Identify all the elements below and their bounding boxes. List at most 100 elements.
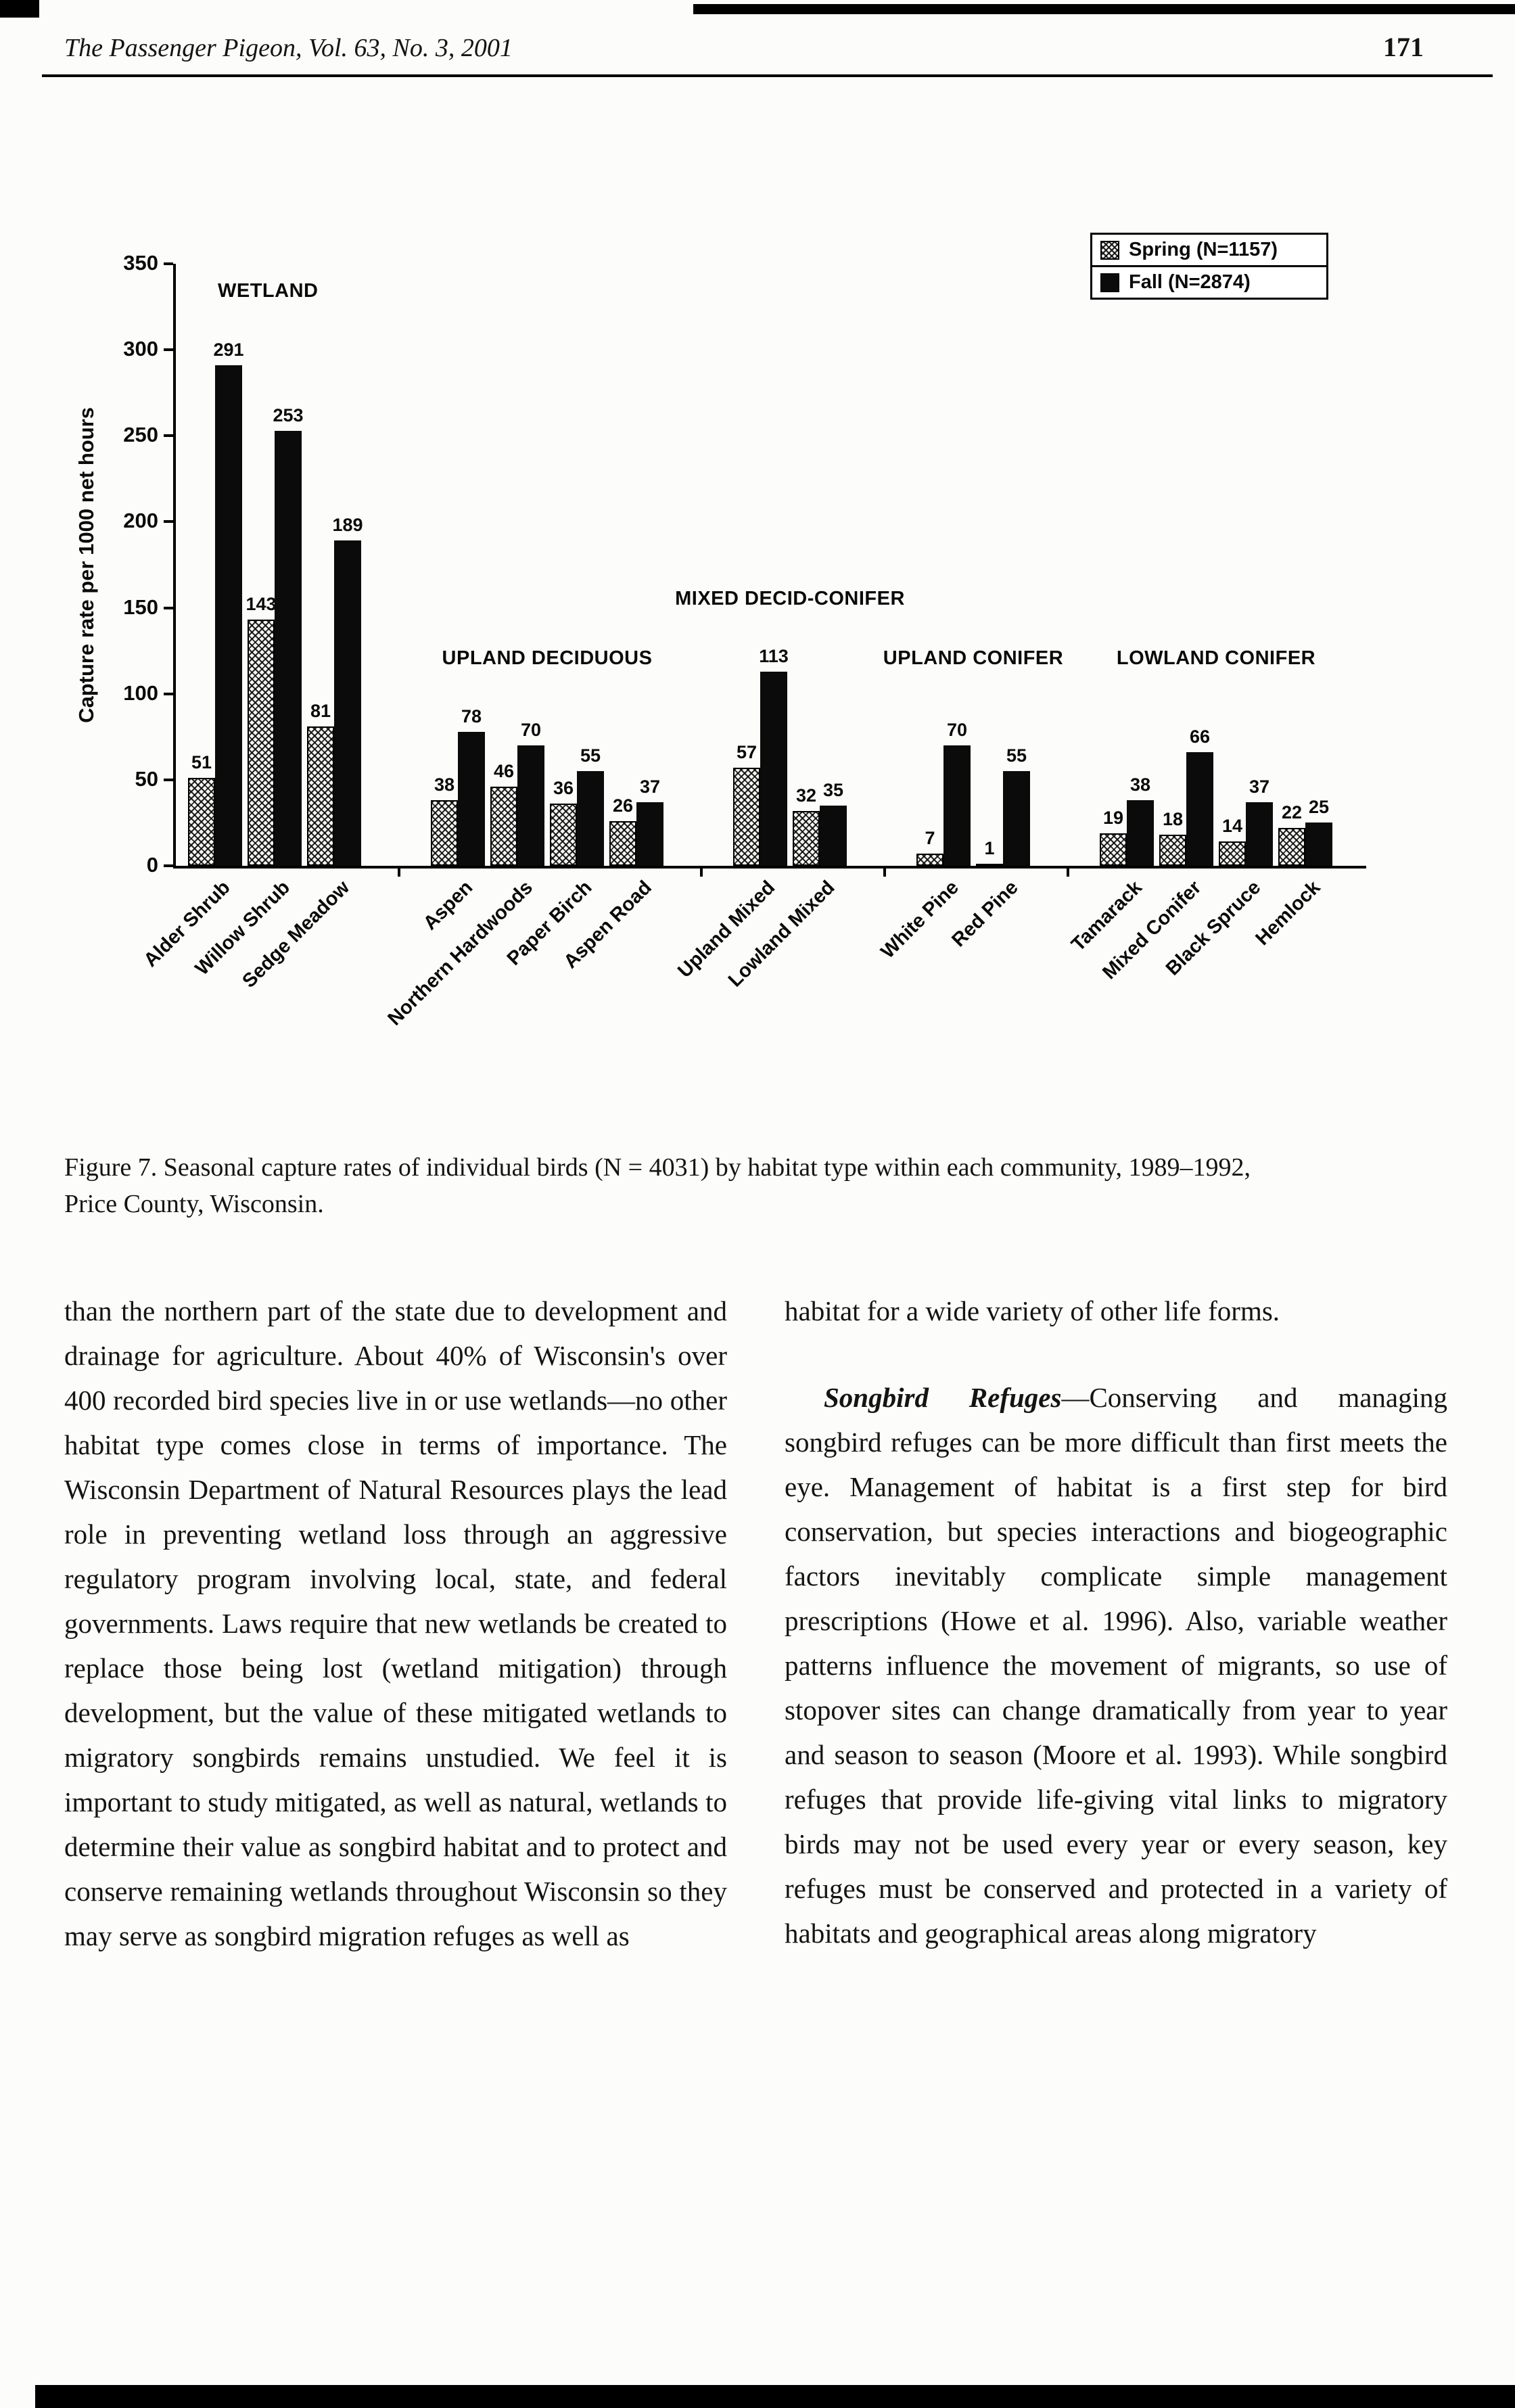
right-column: habitat for a wide variety of other life… <box>785 1289 1447 1958</box>
journal-title: The Passenger Pigeon, Vol. 63, No. 3, 20… <box>64 34 513 62</box>
bar-fall <box>215 365 242 866</box>
legend-swatch-fall <box>1100 273 1119 292</box>
bar-value-label: 22 <box>1281 802 1303 823</box>
bar-fall <box>1003 771 1030 866</box>
bar-value-label: 38 <box>434 774 455 795</box>
bar-value-label: 291 <box>213 340 244 361</box>
bar-fall <box>1127 800 1154 866</box>
bar-spring <box>1100 833 1127 866</box>
bar-spring <box>1159 835 1186 866</box>
x-axis-group-tick <box>883 869 886 877</box>
bar-spring <box>976 864 1003 867</box>
bar-fall <box>1186 752 1213 866</box>
y-tick-label: 50 <box>135 766 158 791</box>
bar-value-label: 78 <box>461 705 482 726</box>
bar-value-label: 81 <box>310 701 331 722</box>
legend-label: Spring (N=1157) <box>1129 239 1278 260</box>
bar-value-label: 113 <box>759 645 789 666</box>
bar-spring <box>188 778 215 866</box>
legend-item: Fall (N=2874) <box>1090 265 1328 300</box>
left-column: than the northern part of the state due … <box>64 1289 727 1958</box>
bar-fall <box>577 771 604 866</box>
bar-value-label: 189 <box>332 515 363 536</box>
figure7-bar-chart: 0 50 100 150 200 250 300 350 Capture rate per 10… <box>61 223 1454 1170</box>
bar-fall <box>458 731 485 866</box>
bar-value-label: 70 <box>946 720 968 740</box>
y-tick-label: 100 <box>123 680 158 705</box>
bar-value-label: 32 <box>795 785 817 806</box>
group-label: UPLAND CONIFER <box>883 647 1064 669</box>
right-column-paragraph-1: habitat for a wide variety of other life… <box>785 1295 1280 1326</box>
bar-value-label: 19 <box>1102 807 1124 828</box>
bar-value-label: 1 <box>984 838 995 859</box>
bar-value-label: 38 <box>1129 774 1151 795</box>
bar-spring <box>1219 841 1246 866</box>
bar-value-label: 37 <box>639 776 661 797</box>
bar-fall <box>275 430 302 866</box>
y-tick-label: 200 <box>123 509 158 533</box>
bar-fall <box>1305 823 1332 866</box>
bar-value-label: 7 <box>925 828 935 849</box>
bar-value-label: 57 <box>736 742 758 763</box>
songbird-paragraph-text: —Conserving and managing songbird refuge… <box>785 1382 1448 1949</box>
y-axis-label-wrap: Capture rate per 1000 net hours <box>68 264 106 866</box>
bar-spring <box>916 854 943 866</box>
bar-spring <box>1278 828 1305 866</box>
x-tick-label: Hemlock <box>1251 877 1325 950</box>
y-tick-label: 150 <box>123 595 158 619</box>
bar-value-label: 66 <box>1189 726 1211 747</box>
bar-value-label: 35 <box>822 780 844 800</box>
group-label: UPLAND DECIDUOUS <box>442 647 653 669</box>
bar-spring <box>550 804 577 866</box>
bar-fall <box>517 745 544 866</box>
x-axis-group-tick <box>397 869 400 877</box>
bar-spring <box>609 820 636 866</box>
group-label: LOWLAND CONIFER <box>1116 647 1316 669</box>
y-tick-mark <box>164 434 173 438</box>
x-tick-label: Aspen <box>419 877 477 935</box>
top-edge-bar <box>693 4 1515 14</box>
group-label: WETLAND <box>218 280 319 302</box>
bar-spring <box>490 787 517 866</box>
bar-fall <box>334 540 361 866</box>
bar-value-label: 143 <box>246 594 277 615</box>
bar-fall <box>1246 802 1273 866</box>
y-tick-mark <box>164 520 173 524</box>
bar-value-label: 36 <box>553 778 574 799</box>
bar-spring <box>248 620 275 866</box>
bar-fall <box>636 802 663 866</box>
bar-value-label: 26 <box>612 795 634 816</box>
y-tick-mark <box>164 262 173 265</box>
y-tick-mark <box>164 864 173 867</box>
y-axis-label: Capture rate per 1000 net hours <box>74 407 98 723</box>
y-tick-mark <box>164 692 173 695</box>
x-axis-group-tick <box>1066 869 1069 877</box>
y-tick-label: 350 <box>123 251 158 275</box>
y-tick-mark <box>164 606 173 609</box>
figure-caption: Figure 7. Seasonal capture rates of indi… <box>64 1153 1251 1218</box>
x-axis-group-tick <box>699 869 703 877</box>
bar-value-label: 253 <box>273 404 304 425</box>
y-tick-mark <box>164 778 173 781</box>
bar-value-label: 51 <box>191 752 212 773</box>
x-tick-label: Sedge Meadow <box>237 877 354 992</box>
scan-corner-mark <box>0 0 39 18</box>
legend-label: Fall (N=2874) <box>1129 271 1251 293</box>
body-text: than the northern part of the state due … <box>64 1289 1447 1958</box>
bar-value-label: 18 <box>1162 809 1184 830</box>
bar-value-label: 55 <box>1006 745 1027 766</box>
bar-spring <box>307 726 334 866</box>
bar-spring <box>431 800 458 866</box>
left-column-paragraph: than the northern part of the state due … <box>64 1295 727 1951</box>
bar-value-label: 37 <box>1249 776 1270 797</box>
songbird-refuges-heading: Songbird Refuges <box>824 1382 1062 1413</box>
bar-value-label: 46 <box>493 761 515 782</box>
legend-item: Spring (N=1157) <box>1090 233 1328 267</box>
bar-value-label: 70 <box>520 720 542 740</box>
page-header: The Passenger Pigeon, Vol. 63, No. 3, 20… <box>64 31 1424 63</box>
bar-fall <box>820 806 847 866</box>
x-tick-label: White Pine <box>877 877 963 963</box>
y-tick-label: 0 <box>146 853 158 877</box>
right-column-paragraph-2: Songbird Refuges—Conserving and managing… <box>785 1375 1447 1955</box>
y-axis-line <box>173 264 176 869</box>
